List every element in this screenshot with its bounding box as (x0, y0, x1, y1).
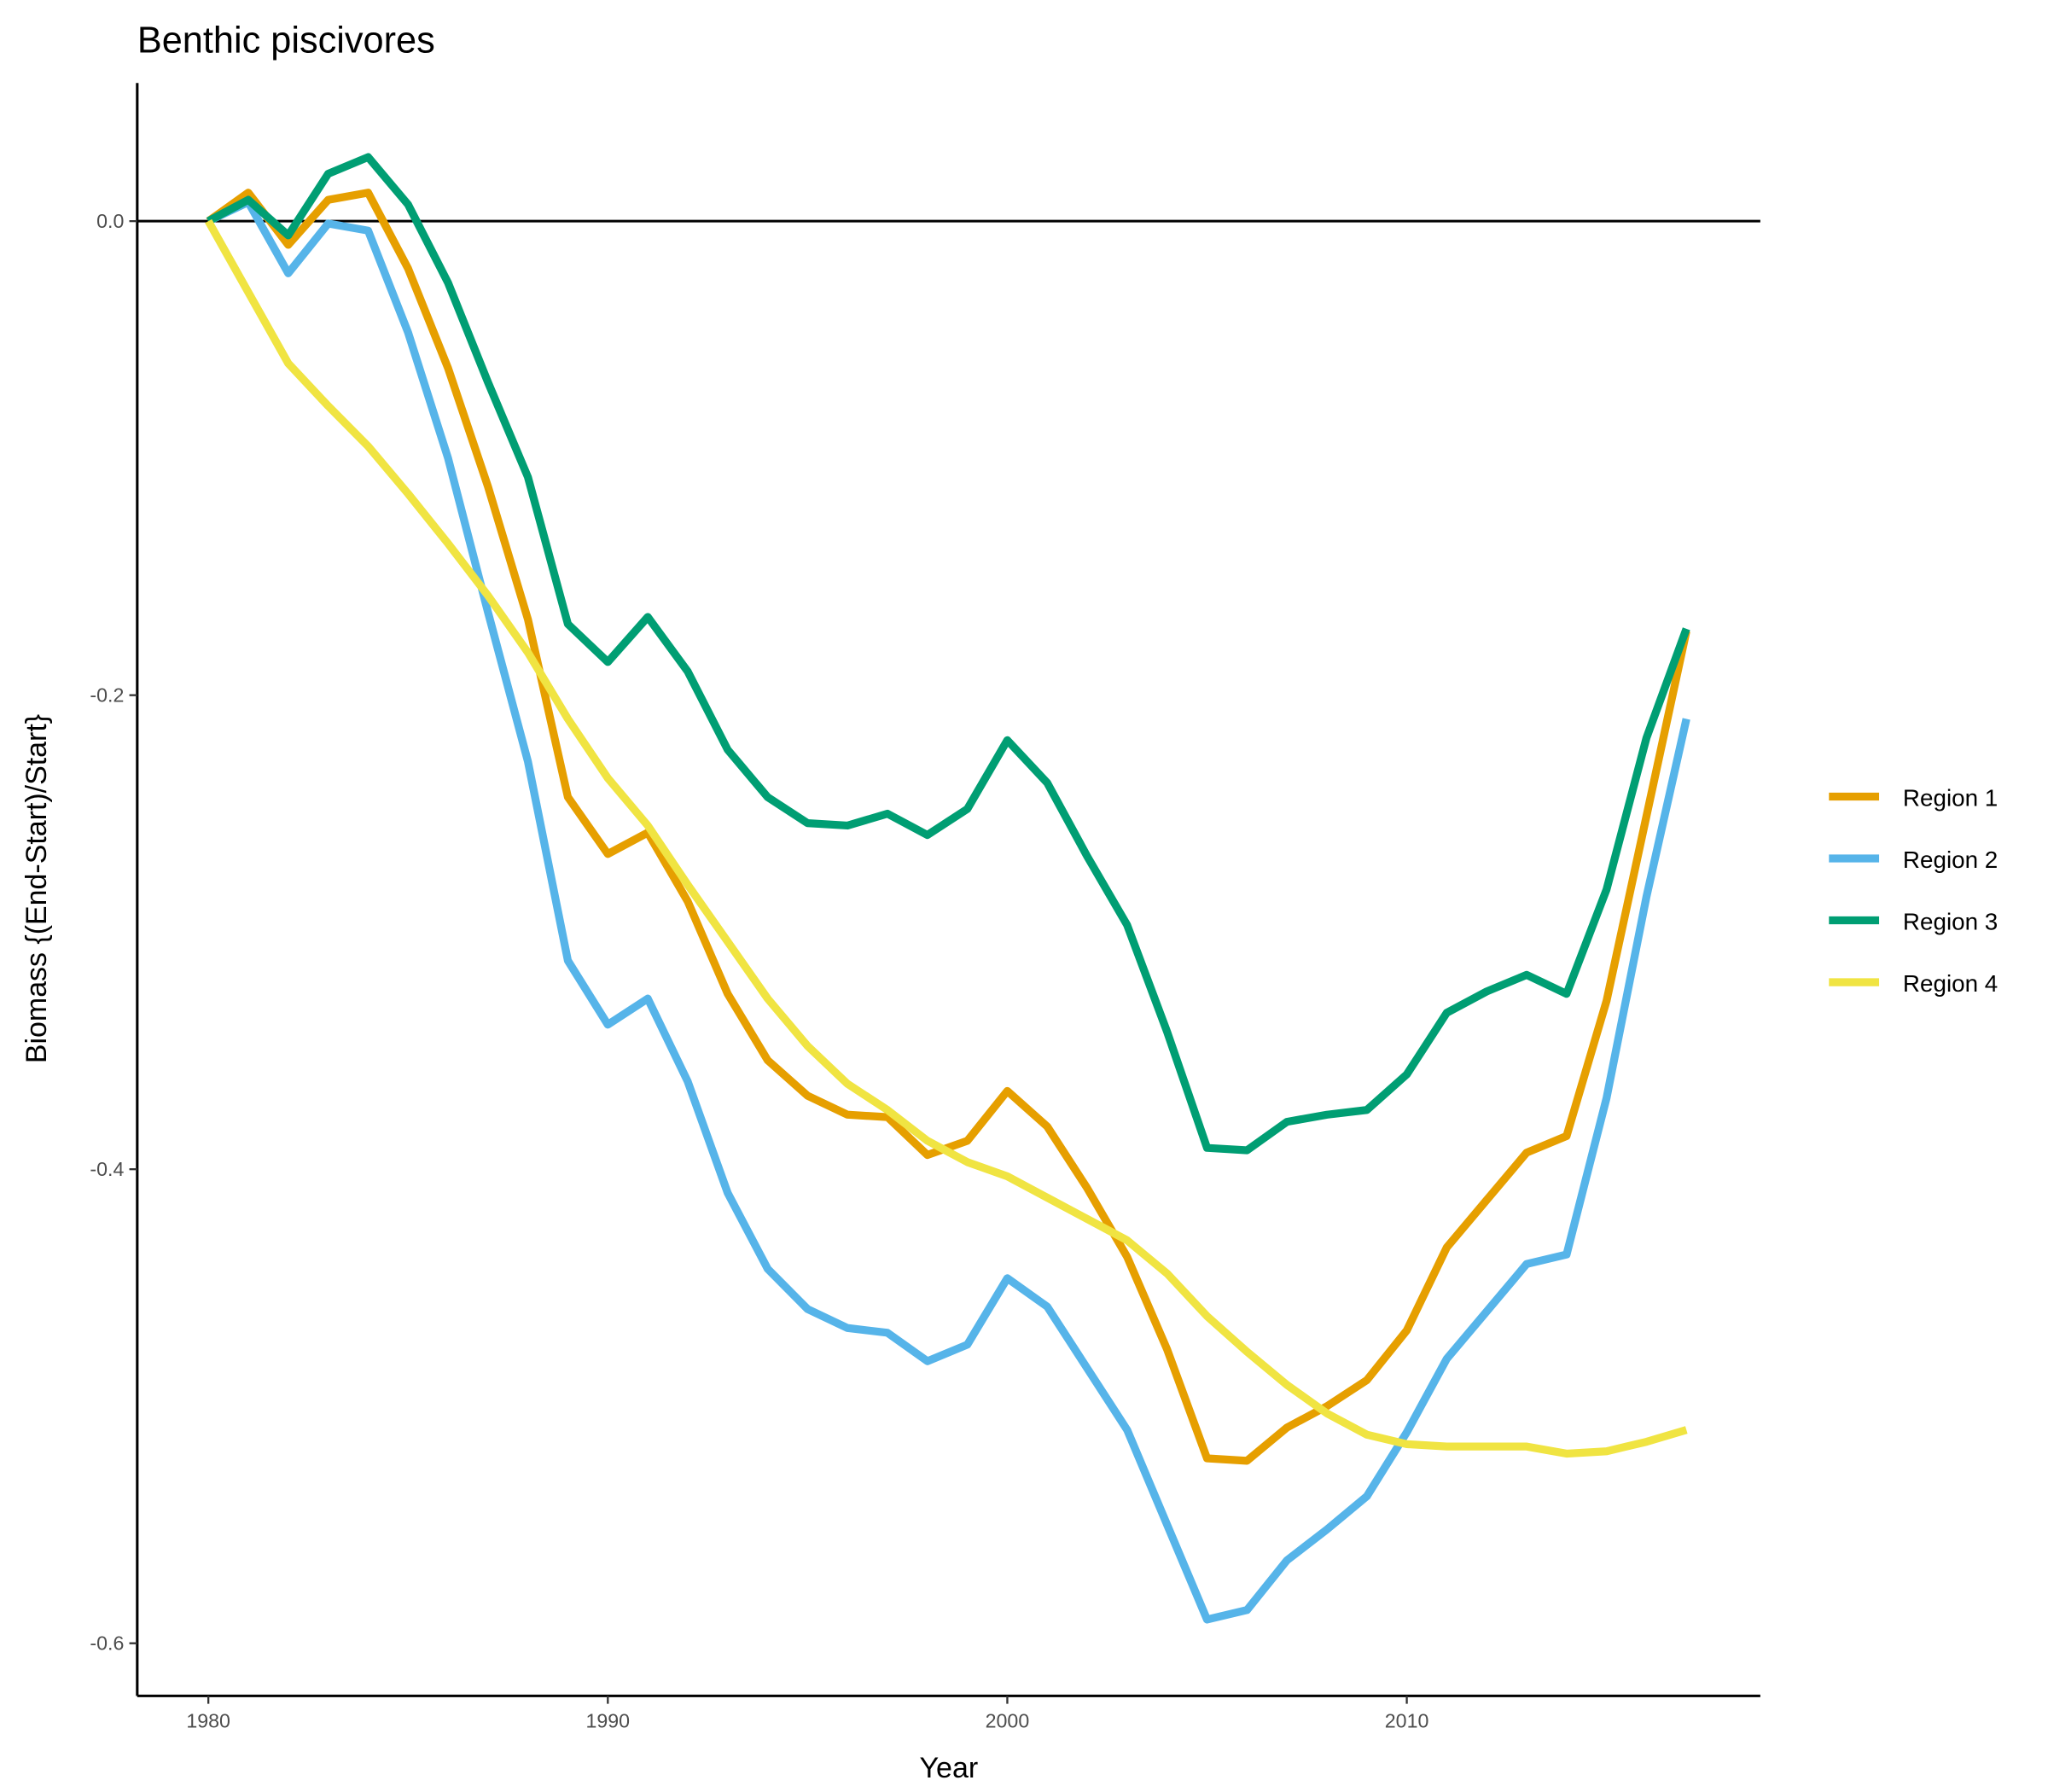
legend-label: Region 3 (1903, 908, 1998, 934)
y-tick-label: -0.2 (90, 684, 124, 706)
y-axis-title: Biomass {(End-Start)/Start} (20, 714, 53, 1063)
x-tick-label: 2000 (986, 1709, 1030, 1731)
legend-label: Region 4 (1903, 970, 1998, 997)
series-line (206, 153, 1690, 1155)
x-tick-label: 2010 (1385, 1709, 1429, 1731)
series-line (205, 218, 1688, 1458)
series-line (207, 198, 1690, 1624)
legend-label: Region 1 (1903, 784, 1998, 811)
chart-title: Benthic piscivores (137, 20, 435, 61)
legend-label: Region 2 (1903, 847, 1998, 873)
y-tick-label: -0.6 (90, 1632, 124, 1654)
x-axis-title: Year (919, 1752, 978, 1784)
y-tick-label: -0.4 (90, 1158, 124, 1180)
x-tick-label: 1990 (586, 1709, 631, 1731)
x-tick-label: 1980 (186, 1709, 230, 1731)
y-tick-label: 0.0 (96, 210, 124, 232)
series-line (206, 189, 1690, 1465)
